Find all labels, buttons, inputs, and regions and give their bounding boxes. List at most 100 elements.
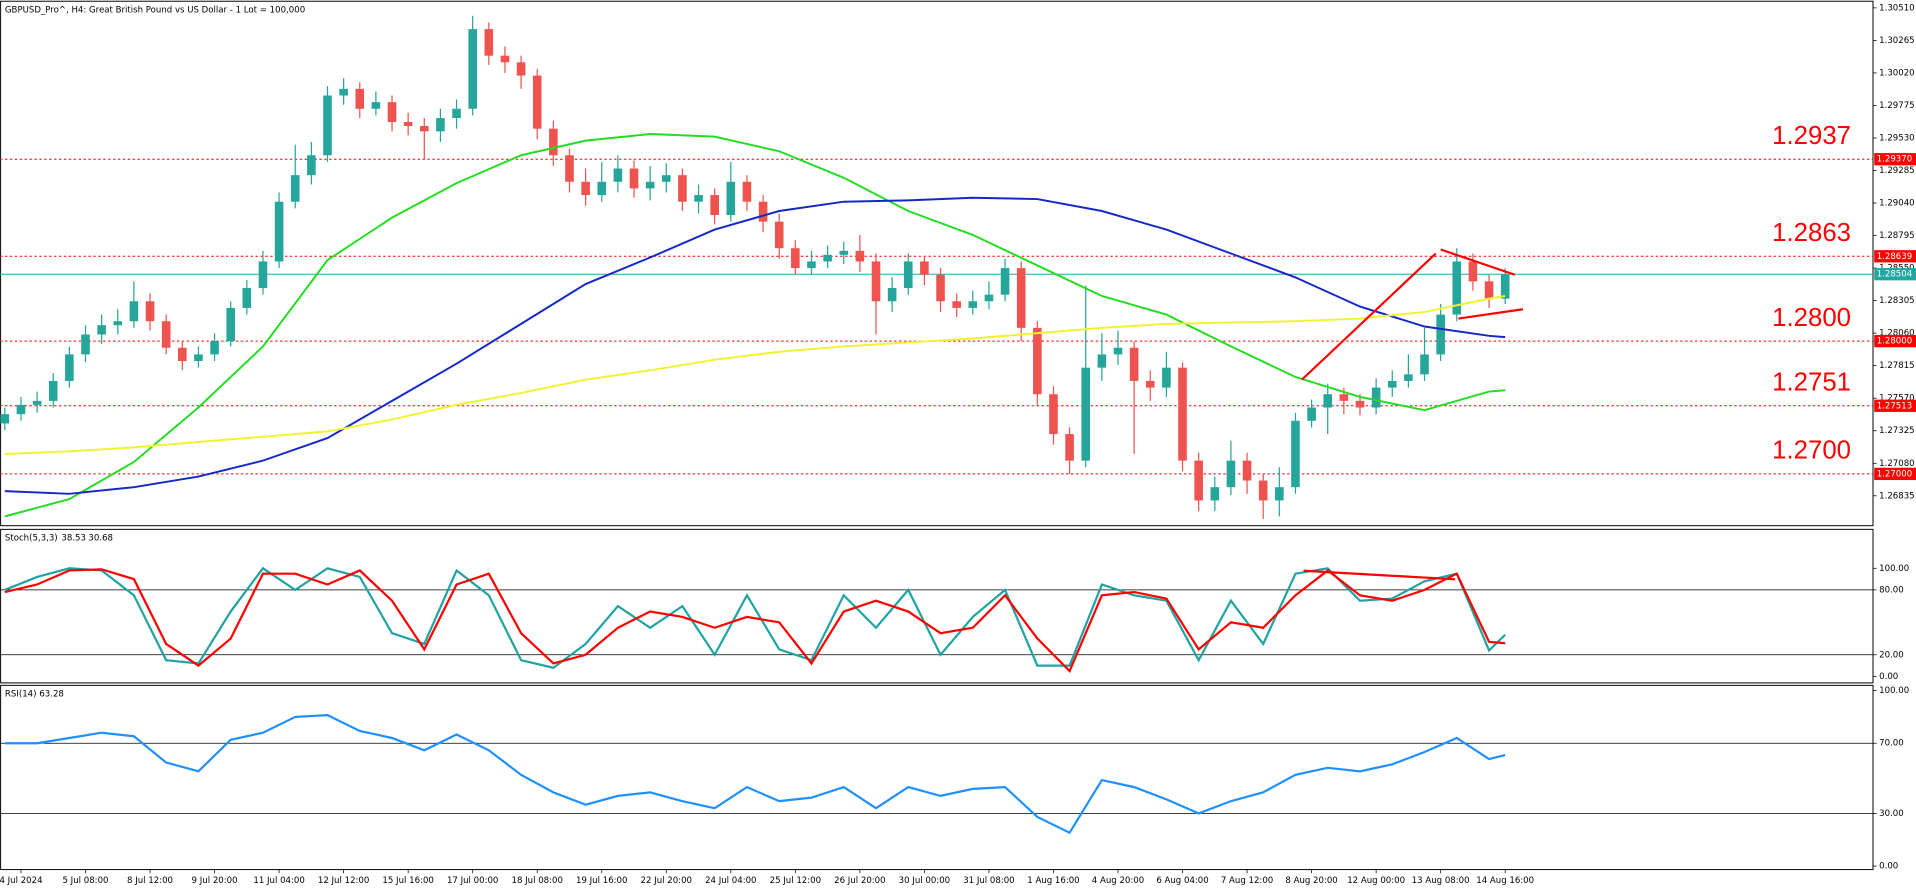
x-tick-label: 31 Jul 08:00: [963, 876, 1014, 886]
series-line: [4, 566, 1506, 669]
candle-body: [1194, 460, 1203, 501]
candle-body: [500, 55, 510, 63]
y-tick-label: 1.27815: [1879, 361, 1914, 371]
candle-body: [532, 75, 542, 129]
candle-body: [1500, 274, 1510, 299]
chart-title: GBPUSD_Pro^, H4: Great British Pound vs …: [5, 5, 305, 15]
candle-body: [161, 321, 171, 348]
y-tick-label: 1.28795: [1879, 231, 1914, 241]
stoch-panel: [0, 528, 1874, 684]
level-label: 1.2863: [1772, 219, 1851, 247]
candle-body: [419, 126, 429, 132]
current-price-label: 1.28504: [1877, 270, 1912, 280]
candle-body: [178, 347, 187, 362]
stoch-title: Stoch(5,3,3): [5, 533, 58, 543]
candle-body: [32, 400, 42, 405]
candle-body: [952, 301, 961, 308]
y-tick-label: 100.00: [1879, 686, 1909, 696]
rsi-title: RSI(14): [5, 689, 37, 699]
candle-body: [742, 181, 752, 202]
candle-body: [1484, 281, 1494, 299]
candle-body: [0, 414, 10, 424]
candle-body: [613, 168, 623, 182]
candle-body: [1097, 354, 1107, 368]
y-tick-label: 1.30020: [1879, 68, 1914, 78]
candle-body: [887, 288, 897, 302]
trendline: [1303, 569, 1456, 581]
level-label: 1.2751: [1772, 368, 1851, 396]
candle-body: [1307, 407, 1316, 421]
candle-body: [549, 128, 558, 156]
x-tick-label: 13 Aug 08:00: [1412, 876, 1470, 886]
candle-body: [468, 29, 477, 109]
candle-body: [645, 181, 655, 189]
candle-body: [823, 254, 832, 262]
y-tick-label: 0.00: [1879, 672, 1898, 682]
candle-body: [903, 261, 913, 289]
candle-body: [1371, 387, 1381, 408]
x-tick-label: 22 Jul 20:00: [641, 876, 692, 886]
candle-body: [48, 380, 58, 401]
candle-body: [484, 29, 494, 56]
candle-body: [516, 62, 526, 76]
candle-body: [113, 321, 123, 326]
candle-body: [1242, 460, 1252, 481]
y-tick-label: 1.27325: [1879, 426, 1914, 436]
candle-body: [1145, 380, 1155, 388]
candle-body: [871, 261, 881, 302]
y-tick-label: 1.29775: [1879, 101, 1914, 111]
series-line: [4, 196, 1506, 495]
y-tick-label: 1.29285: [1879, 166, 1914, 176]
candle-body: [597, 181, 607, 196]
candle-body: [581, 181, 590, 196]
x-tick-label: 8 Aug 20:00: [1285, 876, 1337, 886]
candle-body: [1226, 460, 1236, 488]
y-tick-label: 100.00: [1879, 564, 1909, 574]
candle-body: [452, 108, 461, 119]
candle-body: [1049, 394, 1058, 435]
candle-body: [1113, 347, 1123, 355]
candle-body: [355, 88, 365, 109]
y-tick-label: 1.28305: [1879, 296, 1914, 306]
candle-body: [855, 250, 865, 262]
y-tick-label: 1.28060: [1879, 329, 1914, 339]
candle-body: [16, 404, 26, 415]
candle-body: [1065, 434, 1074, 461]
level-tag-label: 1.28639: [1877, 252, 1912, 262]
candle-body: [1258, 480, 1268, 501]
x-tick-label: 14 Aug 16:00: [1476, 876, 1534, 886]
candle-body: [1468, 261, 1478, 282]
x-tick-label: 6 Aug 04:00: [1156, 876, 1208, 886]
y-tick-label: 1.27080: [1879, 459, 1914, 469]
candle-body: [984, 294, 994, 302]
candle-body: [1404, 374, 1413, 381]
candle-body: [839, 250, 849, 255]
x-tick-label: 8 Jul 12:00: [127, 876, 173, 886]
y-tick-label: 1.29040: [1879, 199, 1914, 209]
candle-body: [290, 175, 300, 202]
candle-body: [1162, 367, 1171, 388]
series-line: [4, 568, 1506, 673]
x-tick-label: 12 Aug 00:00: [1347, 876, 1405, 886]
x-tick-label: 19 Jul 16:00: [576, 876, 627, 886]
candle-body: [1387, 380, 1397, 388]
candle-body: [1016, 268, 1026, 328]
candle-body: [1339, 394, 1349, 401]
candle-body: [791, 248, 800, 269]
x-tick-label: 26 Jul 20:00: [834, 876, 885, 886]
y-tick-label: 1.29530: [1879, 133, 1914, 143]
x-tick-label: 30 Jul 00:00: [899, 876, 950, 886]
candle-body: [774, 221, 784, 249]
candle-body: [565, 155, 574, 182]
price-panel: [0, 0, 1874, 527]
candle-body: [436, 118, 445, 132]
candle-body: [968, 301, 978, 308]
x-tick-label: 4 Jul 2024: [0, 876, 43, 886]
candle-body: [1178, 367, 1187, 461]
y-tick-label: 1.26835: [1879, 491, 1914, 501]
rsi-panel: [0, 684, 1874, 871]
level-label: 1.2937: [1772, 122, 1851, 150]
series-line: [4, 295, 1506, 455]
candle-body: [1129, 347, 1139, 381]
